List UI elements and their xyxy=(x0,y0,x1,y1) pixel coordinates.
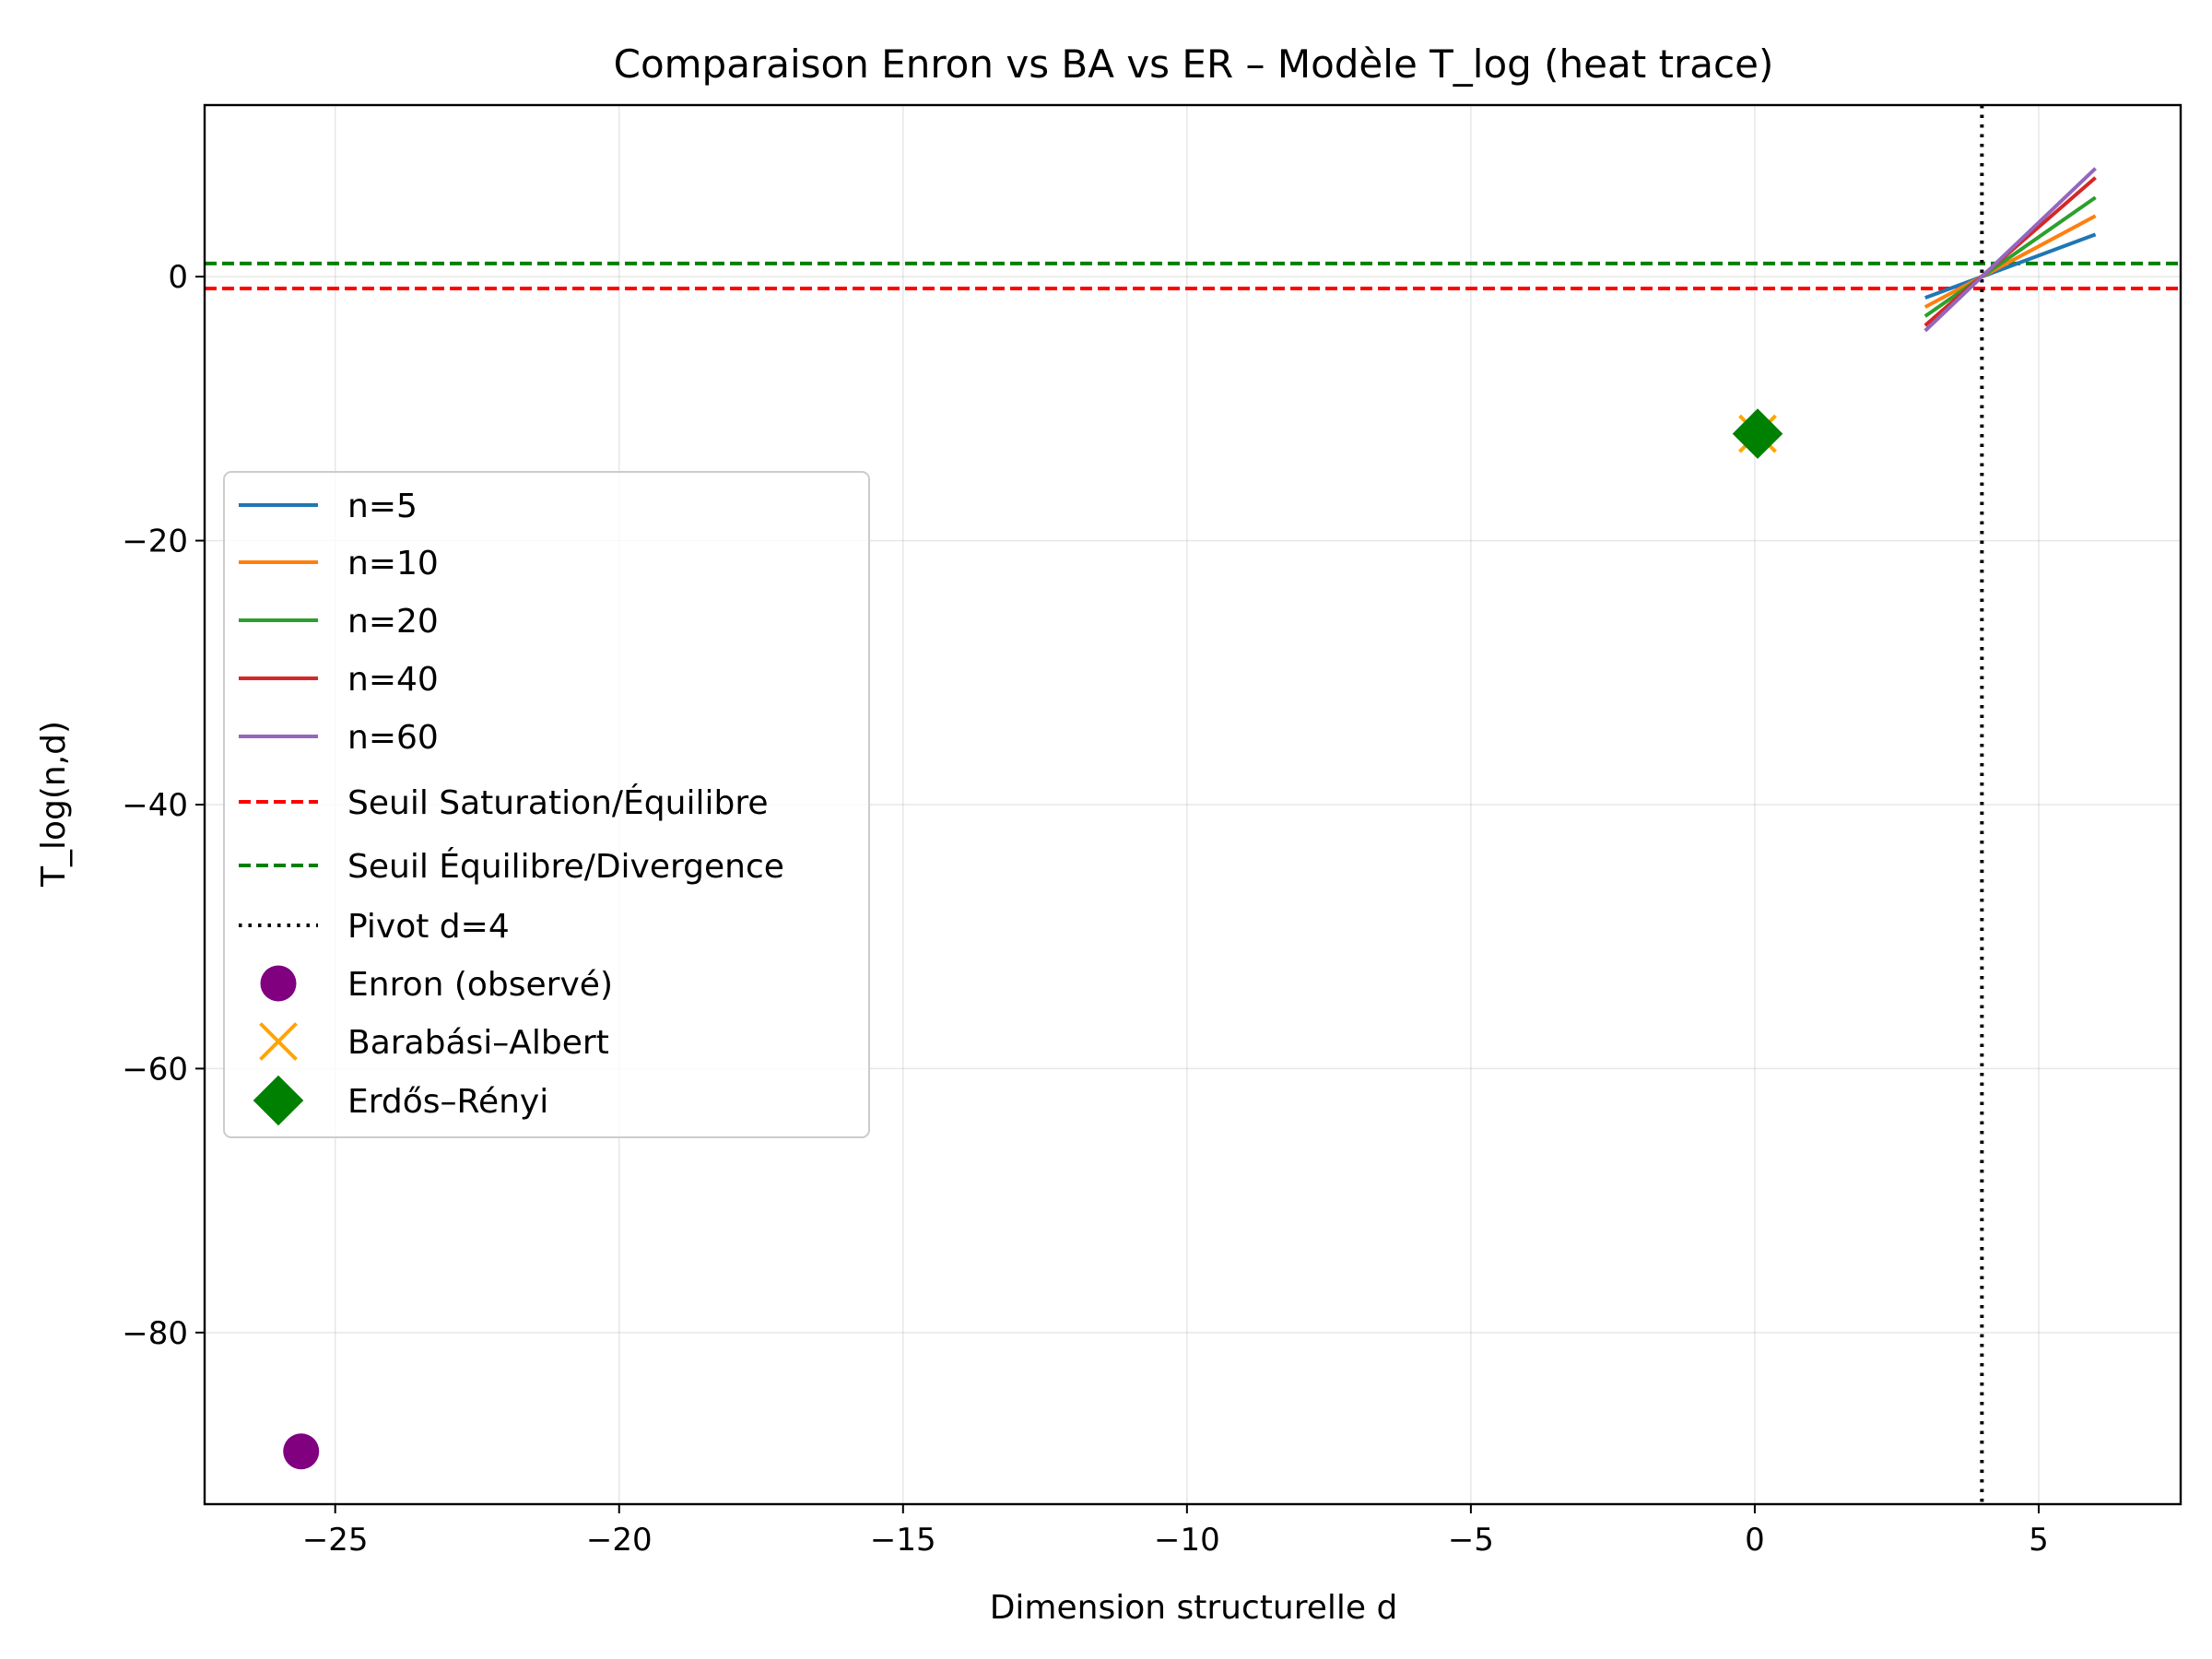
marker-points xyxy=(283,408,1783,1470)
legend-entry-n-40: n=40 xyxy=(239,661,439,699)
y-tick-label: 0 xyxy=(168,259,188,296)
legend-label-n-10: n=10 xyxy=(347,545,439,582)
marker-enron-observe xyxy=(283,1433,320,1470)
legend-label-erdos-renyi: Erdős–Rényi xyxy=(347,1083,548,1121)
series-line-n-20 xyxy=(1924,195,2097,318)
legend-entry-n-60: n=60 xyxy=(239,719,439,757)
x-tick-label: −10 xyxy=(1154,1522,1220,1559)
legend-entry-pivot-d-4: Pivot d=4 xyxy=(239,908,510,946)
legend-label-n-40: n=40 xyxy=(347,661,439,699)
y-tick-label: −80 xyxy=(122,1315,188,1352)
series-line-n-10 xyxy=(1924,214,2097,309)
legend-entry-n-5: n=5 xyxy=(239,488,418,525)
y-tick-label: −40 xyxy=(122,787,188,824)
y-tick-label: −20 xyxy=(122,524,188,560)
legend-entry-erdos-renyi: Erdős–Rényi xyxy=(253,1075,548,1126)
legend-label-pivot-d-4: Pivot d=4 xyxy=(347,908,510,946)
x-axis-label: Dimension structurelle d xyxy=(990,1589,1398,1627)
axis-ticks: −25 −20 −15 −10 −5 0 5 0 −20 −40 −60 −80 xyxy=(122,259,2049,1559)
legend-box xyxy=(223,471,870,1138)
legend: n=5 n=10 n=20 n=40 n=60 Seuil Saturation/Équi… xyxy=(223,471,870,1138)
legend-label-n-60: n=60 xyxy=(347,719,439,757)
legend-label-n-5: n=5 xyxy=(347,488,418,525)
series-line-n-5 xyxy=(1924,232,2097,300)
x-tick-label: −15 xyxy=(870,1522,936,1559)
marker-erdos-renyi xyxy=(1732,408,1783,459)
legend-entry-seuil-equilibre-divergence: Seuil Équilibre/Divergence xyxy=(239,847,784,886)
x-tick-label: −5 xyxy=(1448,1522,1494,1559)
y-tick-label: −60 xyxy=(122,1051,188,1088)
legend-entry-enron-observe: Enron (observé) xyxy=(260,965,613,1004)
reference-lines xyxy=(205,105,2181,1504)
legend-entry-seuil-saturation-equilibre: Seuil Saturation/Équilibre xyxy=(239,783,769,822)
legend-entry-barabasi-albert: Barabási–Albert xyxy=(259,1022,609,1062)
series-lines xyxy=(1924,167,2097,333)
legend-label-seuil-equilibre-divergence: Seuil Équilibre/Divergence xyxy=(347,847,784,886)
y-axis-label: T_log(n,d) xyxy=(35,721,73,888)
legend-handle-barabasi-albert xyxy=(259,1022,298,1061)
x-tick-label: −20 xyxy=(586,1522,653,1559)
legend-handle-erdos-renyi xyxy=(253,1075,304,1126)
legend-label-enron-observe: Enron (observé) xyxy=(347,966,613,1004)
x-tick-label: 0 xyxy=(1745,1522,1765,1559)
legend-label-barabasi-albert: Barabási–Albert xyxy=(347,1024,609,1062)
x-tick-label: 5 xyxy=(2029,1522,2049,1559)
legend-label-seuil-saturation-equilibre: Seuil Saturation/Équilibre xyxy=(347,783,769,822)
series-line-n-60 xyxy=(1924,167,2097,333)
legend-entry-n-10: n=10 xyxy=(239,545,439,582)
legend-handle-enron-observe xyxy=(260,965,297,1002)
x-tick-label: −25 xyxy=(302,1522,369,1559)
chart-title: Comparaison Enron vs BA vs ER – Modèle T… xyxy=(614,41,1774,87)
legend-handle-barabasi-albert-stroke-b xyxy=(259,1022,298,1061)
legend-entry-n-20: n=20 xyxy=(239,603,439,641)
legend-label-n-20: n=20 xyxy=(347,603,439,641)
